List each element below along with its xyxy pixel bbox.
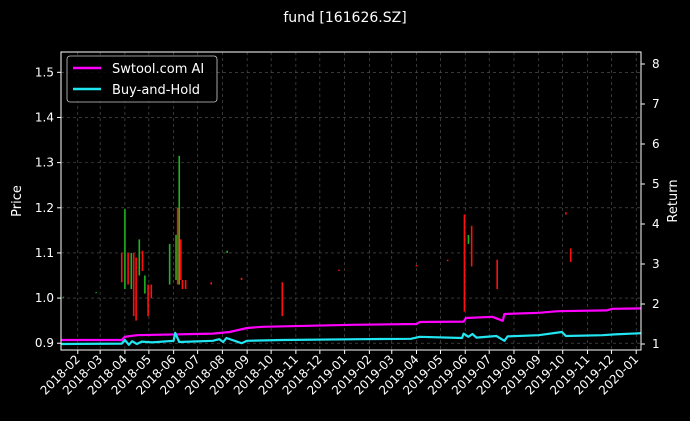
legend-label-swtool: Swtool.com AI	[112, 62, 204, 77]
candle	[132, 252, 135, 317]
series-line-swtool	[61, 307, 642, 342]
legend-label-buy-and-hold: Buy-and-Hold	[112, 83, 200, 98]
candle	[178, 155, 181, 285]
left-tick-label: 1.4	[35, 110, 54, 124]
plot-frame	[60, 51, 642, 351]
candle	[120, 252, 123, 283]
candle	[124, 209, 126, 290]
candle	[144, 275, 146, 294]
candle	[467, 234, 470, 244]
candle	[240, 277, 243, 281]
chart-title: fund [161626.SZ]	[283, 10, 406, 26]
left-tick-label: 0.9	[35, 336, 54, 350]
candle	[184, 280, 187, 290]
left-axis: 0.9 1.0 1.1 1.2 1.3 1.4 1.5	[35, 65, 61, 350]
series-line-buy-and-hold	[60, 330, 642, 346]
left-axis-title: Price	[10, 185, 25, 217]
left-tick-label: 1.5	[35, 65, 54, 79]
legend: Swtool.com AI Buy-and-Hold	[66, 55, 218, 103]
candle	[138, 239, 141, 276]
candle	[496, 259, 498, 290]
candle	[226, 250, 228, 253]
right-tick-label: 2	[652, 297, 660, 311]
candle	[569, 248, 572, 262]
candle	[147, 284, 149, 317]
candle	[463, 214, 466, 312]
right-tick-label: 5	[652, 177, 660, 191]
candle	[181, 280, 184, 290]
left-tick-label: 1.0	[35, 291, 54, 305]
legend-box	[66, 55, 218, 103]
right-tick-label: 1	[652, 337, 660, 351]
candle	[135, 257, 137, 321]
right-tick-label: 4	[652, 217, 660, 231]
candle	[565, 212, 567, 215]
series-lines	[60, 307, 642, 346]
candle	[446, 259, 449, 262]
left-tick-label: 1.3	[35, 156, 54, 170]
candle	[470, 225, 473, 267]
candle	[62, 296, 65, 298]
left-tick-label: 1.1	[35, 246, 54, 260]
candle	[95, 292, 97, 294]
right-tick-label: 8	[652, 57, 660, 71]
candle	[281, 282, 284, 317]
candle	[127, 252, 129, 285]
candle	[168, 243, 171, 285]
left-tick-label: 1.2	[35, 201, 54, 215]
candle	[180, 239, 182, 281]
candle	[150, 284, 153, 299]
candle	[141, 250, 144, 271]
right-tick-label: 6	[652, 137, 660, 151]
candle	[210, 282, 212, 285]
right-tick-label: 3	[652, 257, 660, 271]
candle	[415, 265, 418, 267]
candle	[130, 252, 133, 290]
candle	[338, 269, 340, 271]
candle	[175, 234, 177, 281]
candles	[62, 155, 572, 321]
right-axis-title: Return	[666, 179, 681, 222]
candle	[176, 207, 179, 285]
right-tick-label: 7	[652, 97, 660, 111]
right-axis: 1 2 3 4 5 6 7 8	[641, 57, 660, 351]
